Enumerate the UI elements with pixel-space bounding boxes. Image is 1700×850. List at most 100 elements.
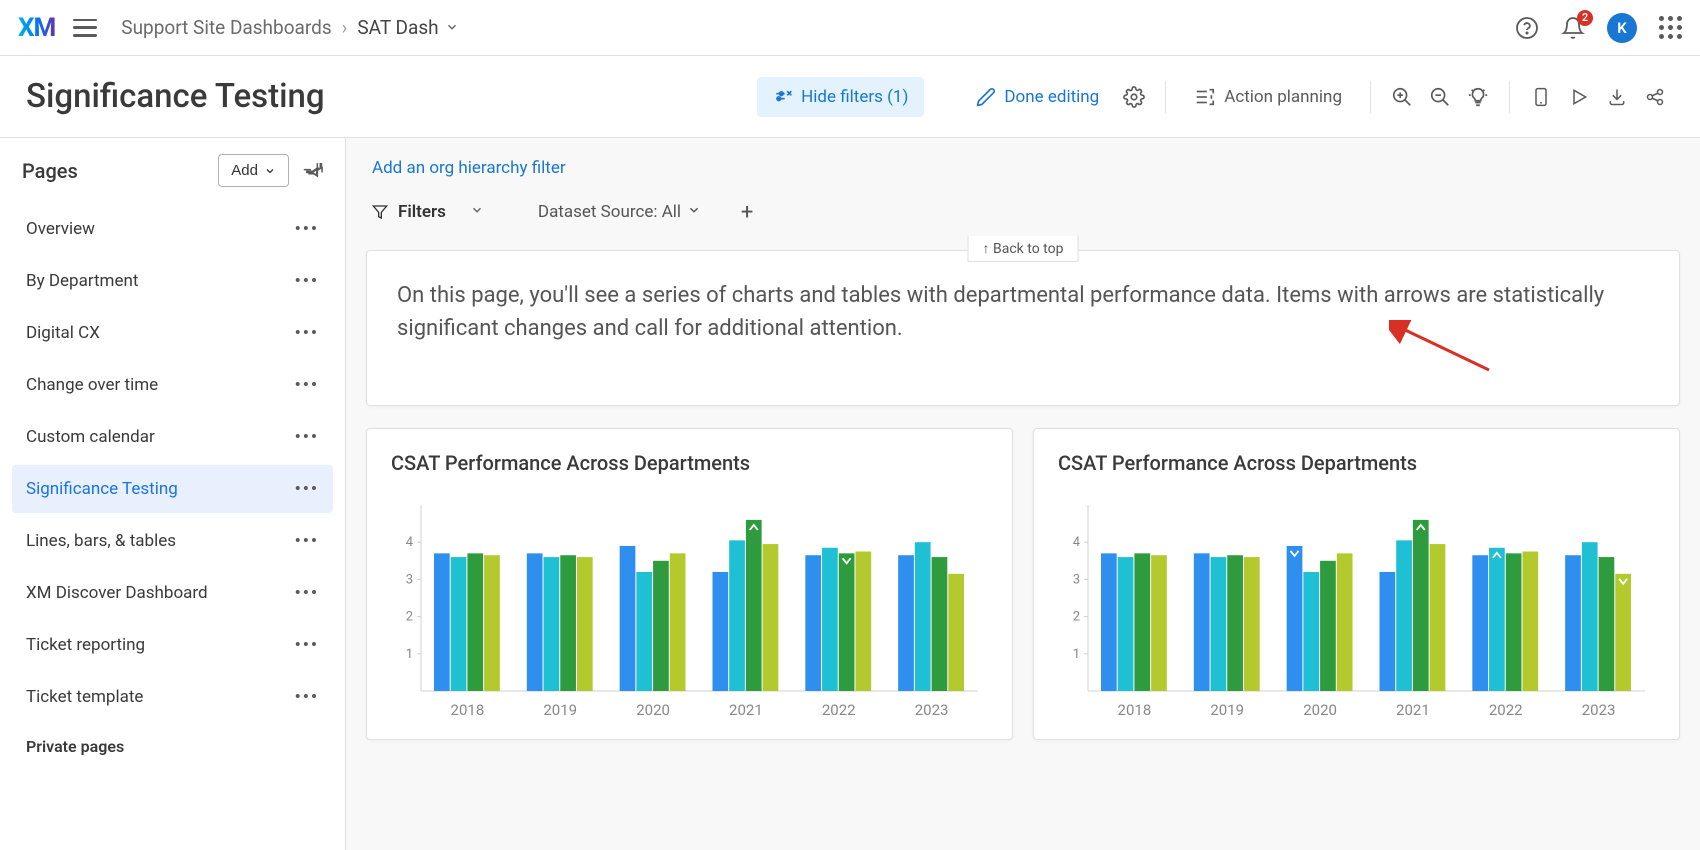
breadcrumb-root[interactable]: Support Site Dashboards [121,16,331,39]
sidebar-item-by-department[interactable]: By Department ••• [12,257,333,305]
sidebar-item-significance-testing[interactable]: Significance Testing ••• [12,465,333,513]
more-options-icon[interactable]: ••• [295,219,319,239]
more-options-icon[interactable]: ••• [295,531,319,551]
svg-text:4: 4 [1073,535,1081,550]
chevron-down-icon [470,202,484,222]
svg-text:4: 4 [406,535,414,550]
svg-text:1: 1 [1073,647,1080,662]
svg-text:3: 3 [406,572,413,587]
done-editing-button[interactable]: Done editing [960,77,1115,117]
sidebar-heading: Pages [22,159,78,183]
logo[interactable]: XM [18,13,55,43]
zoom-out-icon[interactable] [1421,78,1459,116]
breadcrumb-current[interactable]: SAT Dash [357,16,438,39]
sidebar-item-label: Ticket reporting [26,635,145,655]
back-to-top-button[interactable]: ↑ Back to top [968,236,1079,262]
svg-text:3: 3 [1073,572,1080,587]
add-page-button[interactable]: Add [218,154,289,187]
sidebar-item-label: Lines, bars, & tables [26,531,176,551]
svg-text:2: 2 [1073,610,1080,625]
more-options-icon[interactable]: ••• [295,271,319,291]
more-options-icon[interactable]: ••• [295,427,319,447]
user-avatar[interactable]: K [1607,13,1637,43]
more-options-icon[interactable]: ••• [295,375,319,395]
done-editing-label: Done editing [1004,87,1099,107]
add-filter-button[interactable]: + [733,198,761,226]
sidebar-item-label: Change over time [26,375,158,395]
zoom-in-icon[interactable] [1383,78,1421,116]
notification-badge: 2 [1577,10,1593,26]
page-list: Overview ••• By Department ••• Digital CX •••… [12,205,333,721]
svg-text:2019: 2019 [1210,701,1244,719]
apps-grid-icon[interactable] [1659,16,1682,39]
sidebar-item-ticket-reporting[interactable]: Ticket reporting ••• [12,621,333,669]
chart-title: CSAT Performance Across Departments [391,451,988,475]
sidebar-item-label: Ticket template [26,687,143,707]
filters-toggle[interactable]: Filters [372,202,484,222]
hide-filters-button[interactable]: Hide filters (1) [757,77,924,117]
title-actions: Hide filters (1) Done editing Action pla… [757,76,1674,118]
svg-text:2018: 2018 [1118,701,1152,719]
sidebar-item-overview[interactable]: Overview ••• [12,205,333,253]
more-options-icon[interactable]: ••• [295,635,319,655]
svg-text:1: 1 [406,647,413,662]
help-icon[interactable] [1515,16,1539,40]
svg-text:2018: 2018 [451,701,485,719]
annotation-arrow [1389,320,1499,380]
page-title: Significance Testing [26,77,325,116]
more-options-icon[interactable]: ••• [295,687,319,707]
sidebar-header: Pages Add [12,154,333,187]
more-options-icon[interactable]: ••• [295,323,319,343]
action-planning-button[interactable]: Action planning [1178,76,1358,118]
action-planning-label: Action planning [1224,87,1342,107]
add-page-label: Add [231,162,258,179]
svg-text:2021: 2021 [729,701,763,719]
sidebar-item-digital-cx[interactable]: Digital CX ••• [12,309,333,357]
more-options-icon[interactable]: ••• [295,583,319,603]
csat-bar-chart-1: 1234201820192020202120222023 [391,495,988,725]
lightbulb-icon[interactable] [1459,78,1497,116]
mobile-icon[interactable] [1522,78,1560,116]
svg-text:2020: 2020 [636,701,670,719]
sidebar-item-ticket-template[interactable]: Ticket template ••• [12,673,333,721]
filters-label: Filters [398,202,446,222]
chevron-down-icon[interactable] [445,16,459,39]
share-icon[interactable] [1636,78,1674,116]
svg-text:2023: 2023 [1582,701,1616,719]
hide-filters-label: Hide filters (1) [801,87,908,107]
sidebar-item-label: Custom calendar [26,427,155,447]
more-options-icon[interactable]: ••• [295,479,319,499]
divider [1370,81,1371,113]
sidebar-item-lines-bars-tables[interactable]: Lines, bars, & tables ••• [12,517,333,565]
pin-icon[interactable] [297,155,328,186]
sidebar-item-change-over-time[interactable]: Change over time ••• [12,361,333,409]
sidebar-item-label: Significance Testing [26,479,178,499]
chart-card-2: CSAT Performance Across Departments 1 2 3 4… [1033,428,1680,740]
dataset-source-label: Dataset Source: All [538,202,681,222]
notification-bell-icon[interactable]: 2 [1561,16,1585,40]
add-org-hierarchy-link[interactable]: Add an org hierarchy filter [366,152,566,192]
svg-text:2022: 2022 [822,701,856,719]
hamburger-menu-icon[interactable] [73,19,97,37]
svg-text:2022: 2022 [1489,701,1523,719]
pages-sidebar: Pages Add Overview•••By Department•••Dig… [0,138,346,850]
settings-gear-icon[interactable] [1115,78,1153,116]
divider [1165,81,1166,113]
top-right-icons: 2 K [1515,13,1682,43]
chart-card-1: CSAT Performance Across Departments 1234… [366,428,1013,740]
info-card: On this page, you'll see a series of cha… [366,250,1680,406]
sidebar-item-label: Overview [26,219,95,239]
sidebar-item-label: By Department [26,271,138,291]
breadcrumb-separator: › [342,16,348,39]
chart-row: CSAT Performance Across Departments 1 2 3 4… [366,428,1680,740]
play-icon[interactable] [1560,78,1598,116]
private-pages-section: Private pages [12,725,333,756]
chart-title: CSAT Performance Across Departments [1058,451,1655,475]
dataset-source-dropdown[interactable]: Dataset Source: All [538,202,701,222]
sidebar-item-label: XM Discover Dashboard [26,583,208,603]
sidebar-item-label: Digital CX [26,323,100,343]
sidebar-item-xm-discover-dashboard[interactable]: XM Discover Dashboard ••• [12,569,333,617]
sidebar-item-custom-calendar[interactable]: Custom calendar ••• [12,413,333,461]
svg-text:2019: 2019 [543,701,577,719]
download-icon[interactable] [1598,78,1636,116]
